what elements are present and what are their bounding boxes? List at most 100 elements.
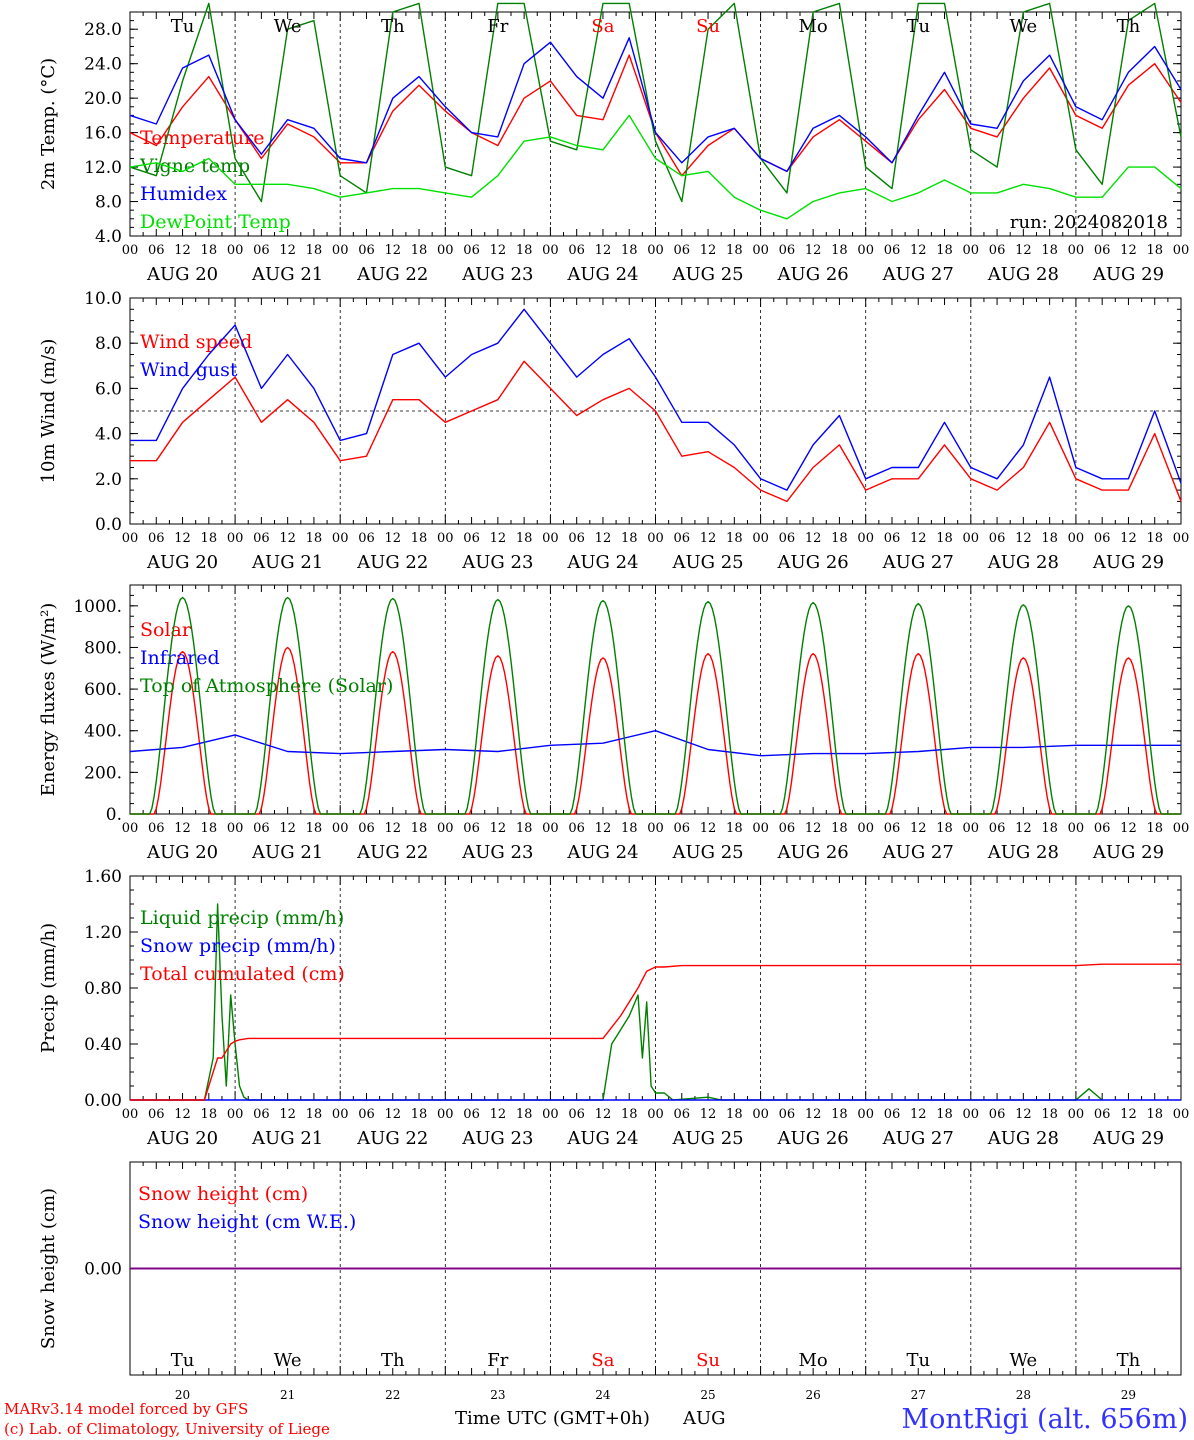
x-date-label: AUG 20 — [146, 842, 218, 863]
x-hour-label: 18 — [726, 821, 743, 836]
x-hour-label: 00 — [1173, 243, 1190, 258]
x-date-label: AUG 24 — [566, 1128, 638, 1149]
x-hour-label: 18 — [1041, 531, 1058, 546]
y-tick-label: 20.0 — [84, 89, 122, 109]
y-tick-label: 6.0 — [95, 379, 122, 399]
x-date-label: AUG 21 — [251, 842, 323, 863]
x-hour-label: 00 — [752, 821, 769, 836]
x-hour-label: 18 — [621, 531, 638, 546]
day-number-label: 25 — [700, 1388, 715, 1402]
x-hour-label: 18 — [201, 1107, 218, 1122]
x-hour-label: 00 — [227, 821, 244, 836]
x-hour-label: 00 — [437, 821, 454, 836]
x-hour-label: 18 — [726, 1107, 743, 1122]
x-hour-label: 06 — [463, 531, 480, 546]
weekday-label-top: Fr — [487, 16, 508, 37]
y-tick-label: 800. — [84, 638, 122, 658]
y-axis-label: 10m Wind (m/s) — [38, 339, 59, 484]
x-date-label: AUG 25 — [671, 552, 743, 573]
x-hour-label: 00 — [1068, 243, 1085, 258]
x-hour-label: 06 — [884, 1107, 901, 1122]
x-hour-label: 12 — [1015, 1107, 1032, 1122]
x-hour-label: 06 — [568, 821, 585, 836]
day-number-label: 23 — [490, 1388, 505, 1402]
x-hour-label: 12 — [1015, 821, 1032, 836]
x-hour-label: 12 — [279, 1107, 296, 1122]
x-hour-label: 12 — [384, 1107, 401, 1122]
x-axis-month: AUG — [682, 1408, 726, 1429]
y-tick-label: 1000. — [73, 597, 122, 617]
x-hour-label: 12 — [384, 243, 401, 258]
x-date-label: AUG 20 — [146, 264, 218, 285]
x-hour-label: 18 — [306, 821, 323, 836]
x-hour-label: 00 — [1068, 531, 1085, 546]
x-hour-label: 12 — [490, 1107, 507, 1122]
x-hour-label: 00 — [122, 531, 139, 546]
y-tick-label: 0.00 — [84, 1091, 122, 1111]
x-hour-label: 18 — [726, 531, 743, 546]
x-hour-label: 06 — [253, 531, 270, 546]
x-hour-label: 18 — [831, 243, 848, 258]
x-hour-label: 06 — [358, 1107, 375, 1122]
x-hour-label: 06 — [674, 531, 691, 546]
x-hour-label: 00 — [752, 531, 769, 546]
x-hour-label: 00 — [122, 821, 139, 836]
x-hour-label: 00 — [542, 1107, 559, 1122]
x-hour-label: 06 — [1094, 1107, 1111, 1122]
x-hour-label: 00 — [647, 1107, 664, 1122]
weekday-label-top: Sa — [591, 16, 614, 37]
x-hour-label: 12 — [174, 243, 191, 258]
x-hour-label: 18 — [516, 243, 533, 258]
x-date-label: AUG 26 — [777, 842, 849, 863]
x-hour-label: 12 — [174, 531, 191, 546]
legend-entry: Total cumulated (cm) — [140, 963, 345, 985]
x-hour-label: 12 — [384, 531, 401, 546]
legend-entry: DewPoint Temp — [140, 211, 291, 233]
x-hour-label: 00 — [1173, 1107, 1190, 1122]
x-hour-label: 06 — [148, 821, 165, 836]
x-hour-label: 18 — [1146, 1107, 1163, 1122]
x-hour-label: 06 — [253, 821, 270, 836]
station-label: MontRigi (alt. 656m) — [901, 1404, 1188, 1435]
y-tick-label: 12.0 — [84, 158, 122, 178]
y-tick-label: 1.20 — [84, 923, 122, 943]
x-hour-label: 00 — [963, 821, 980, 836]
x-hour-label: 18 — [516, 1107, 533, 1122]
x-hour-label: 06 — [989, 531, 1006, 546]
x-date-label: AUG 20 — [146, 552, 218, 573]
day-number-label: 26 — [806, 1388, 821, 1402]
weekday-label-bottom: Tu — [171, 1350, 195, 1371]
day-number-label: 27 — [911, 1388, 926, 1402]
x-hour-label: 12 — [700, 1107, 717, 1122]
x-date-label: AUG 21 — [251, 1128, 323, 1149]
day-number-label: 29 — [1121, 1388, 1136, 1402]
x-hour-label: 06 — [779, 243, 796, 258]
x-hour-label: 12 — [279, 243, 296, 258]
x-hour-label: 18 — [1041, 243, 1058, 258]
series-line-humidex — [129, 37, 1182, 173]
x-hour-label: 12 — [1120, 243, 1137, 258]
x-hour-label: 18 — [411, 821, 428, 836]
x-hour-label: 12 — [174, 821, 191, 836]
x-hour-label: 12 — [910, 531, 927, 546]
x-hour-label: 18 — [1146, 821, 1163, 836]
weekday-label-bottom: We — [274, 1350, 302, 1371]
y-axis-label: Energy fluxes (W/m²) — [38, 603, 59, 797]
x-hour-label: 00 — [857, 821, 874, 836]
legend-entry: Wind speed — [140, 331, 252, 353]
series-line-dewpoint-temp — [129, 114, 1182, 220]
x-hour-label: 18 — [1041, 1107, 1058, 1122]
y-tick-label: 600. — [84, 680, 122, 700]
x-hour-label: 00 — [122, 243, 139, 258]
x-hour-label: 06 — [884, 531, 901, 546]
x-hour-label: 06 — [779, 821, 796, 836]
x-hour-label: 00 — [332, 1107, 349, 1122]
series-line-wind-speed — [130, 360, 1182, 503]
x-hour-label: 06 — [568, 1107, 585, 1122]
x-hour-label: 00 — [963, 1107, 980, 1122]
x-hour-label: 06 — [884, 243, 901, 258]
x-hour-label: 18 — [411, 531, 428, 546]
x-hour-label: 12 — [595, 821, 612, 836]
